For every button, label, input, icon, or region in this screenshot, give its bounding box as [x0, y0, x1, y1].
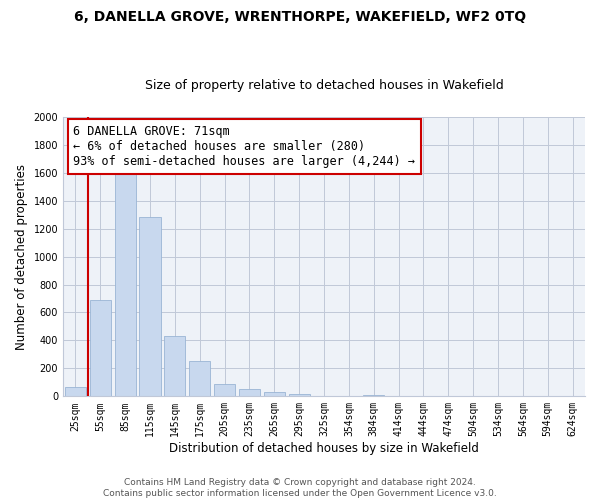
Bar	[164, 336, 185, 396]
Bar	[189, 360, 211, 396]
Bar	[90, 300, 111, 396]
Bar	[65, 387, 86, 396]
Bar	[115, 168, 136, 396]
Bar	[139, 216, 161, 396]
Bar	[289, 394, 310, 396]
Bar	[264, 392, 285, 396]
Bar	[214, 384, 235, 396]
Text: 6 DANELLA GROVE: 71sqm
← 6% of detached houses are smaller (280)
93% of semi-det: 6 DANELLA GROVE: 71sqm ← 6% of detached …	[73, 125, 415, 168]
Text: Contains HM Land Registry data © Crown copyright and database right 2024.
Contai: Contains HM Land Registry data © Crown c…	[103, 478, 497, 498]
X-axis label: Distribution of detached houses by size in Wakefield: Distribution of detached houses by size …	[169, 442, 479, 455]
Bar	[363, 394, 384, 396]
Title: Size of property relative to detached houses in Wakefield: Size of property relative to detached ho…	[145, 79, 503, 92]
Bar	[239, 389, 260, 396]
Y-axis label: Number of detached properties: Number of detached properties	[15, 164, 28, 350]
Text: 6, DANELLA GROVE, WRENTHORPE, WAKEFIELD, WF2 0TQ: 6, DANELLA GROVE, WRENTHORPE, WAKEFIELD,…	[74, 10, 526, 24]
